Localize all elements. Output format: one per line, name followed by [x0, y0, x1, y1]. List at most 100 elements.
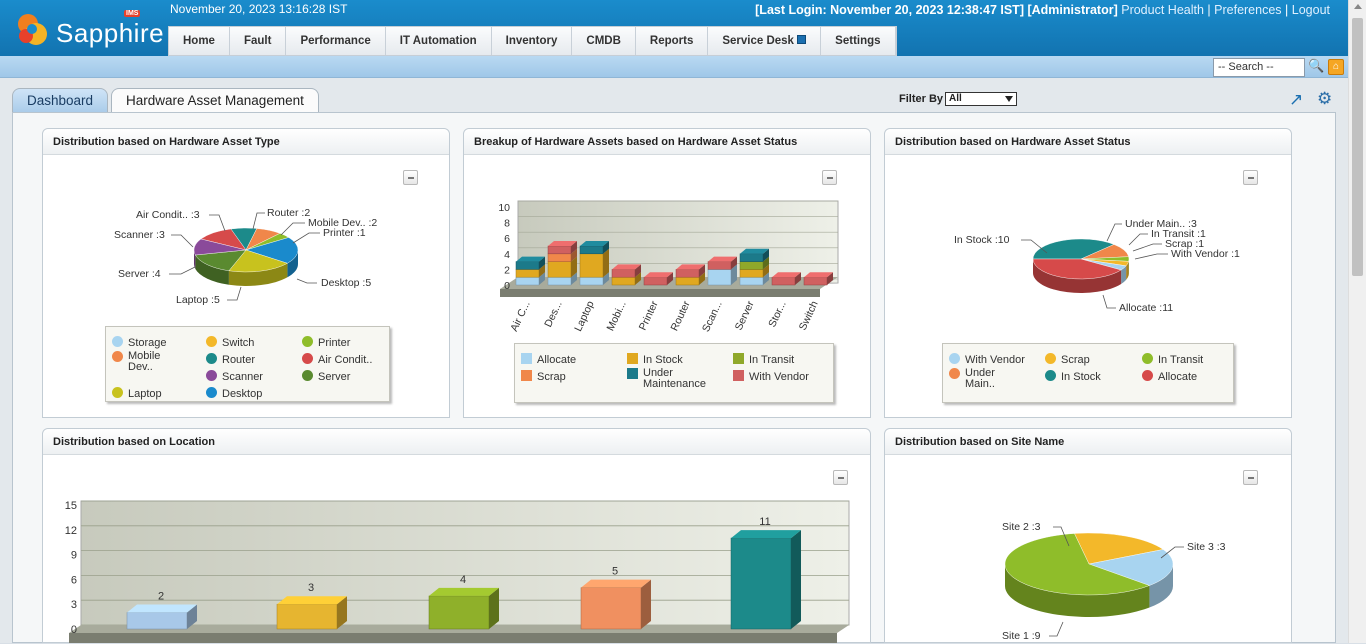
- stacked-bar-segment[interactable]: [580, 246, 603, 254]
- x-tick-label: Router: [669, 299, 693, 333]
- pie-label: Server :4: [118, 268, 161, 280]
- y-tick-label: 3: [71, 599, 77, 611]
- bar[interactable]: [127, 612, 187, 629]
- y-tick-label: 6: [504, 233, 510, 245]
- stacked-bar-segment[interactable]: [740, 269, 763, 277]
- menu-reports[interactable]: Reports: [636, 27, 708, 55]
- card-title: Distribution based on Location: [43, 429, 870, 455]
- stacked-bar-segment[interactable]: [516, 262, 539, 270]
- product-health-link[interactable]: Product Health: [1121, 3, 1204, 17]
- legend-label: Server: [318, 371, 350, 383]
- home-icon[interactable]: ⌂: [1328, 59, 1344, 75]
- tab-hardware-asset-management[interactable]: Hardware Asset Management: [111, 88, 319, 113]
- legend-item: Allocate: [521, 353, 576, 366]
- legend-swatch: [302, 336, 313, 347]
- external-link-icon: [797, 35, 806, 44]
- pie-label: In Stock :10: [954, 234, 1010, 246]
- card-site-name: Distribution based on Site Name Site 2 :…: [884, 428, 1292, 643]
- card-menu-icon[interactable]: [822, 170, 837, 185]
- stacked-bar-segment[interactable]: [708, 262, 731, 270]
- bar-top: [581, 580, 651, 588]
- bar-swatch-icon: [521, 353, 532, 364]
- scroll-thumb[interactable]: [1352, 18, 1363, 276]
- legend-item: Laptop: [112, 387, 162, 400]
- filter-select[interactable]: All: [945, 92, 1017, 106]
- legend-item: Scrap: [521, 370, 566, 383]
- y-tick-label: 10: [498, 202, 510, 214]
- stacked-bar-segment[interactable]: [676, 269, 699, 277]
- data-label: 11: [759, 516, 770, 528]
- menu-home[interactable]: Home: [169, 27, 230, 55]
- card-menu-icon[interactable]: [1243, 170, 1258, 185]
- stacked-bar-segment[interactable]: [644, 277, 667, 285]
- stacked-bar-segment[interactable]: [548, 254, 571, 262]
- stacked-bar-segment[interactable]: [516, 277, 539, 285]
- bar[interactable]: [277, 604, 337, 629]
- menu-inventory[interactable]: Inventory: [492, 27, 573, 55]
- vertical-scrollbar[interactable]: [1348, 0, 1366, 643]
- logout-link[interactable]: Logout: [1292, 3, 1330, 17]
- legend-item: In Stock: [627, 353, 683, 366]
- top-header: Sapphire IMS November 20, 2023 13:16:28 …: [0, 0, 1348, 56]
- stacked-bar-segment[interactable]: [612, 277, 635, 285]
- menu-settings[interactable]: Settings: [821, 27, 895, 55]
- x-tick-label: Des...: [542, 299, 564, 329]
- stacked-bar-segment[interactable]: [548, 246, 571, 254]
- filter-value: All: [949, 93, 962, 104]
- chart-base: [500, 289, 820, 297]
- legend-swatch: [1142, 353, 1153, 364]
- preferences-link[interactable]: Preferences: [1214, 3, 1281, 17]
- card-menu-icon[interactable]: [1243, 470, 1258, 485]
- logo-badge: IMS: [124, 10, 140, 17]
- stacked-bar-segment[interactable]: [612, 269, 635, 277]
- stacked-bar-segment[interactable]: [548, 262, 571, 278]
- menu-service-desk[interactable]: Service Desk: [708, 27, 821, 55]
- stacked-bar-segment[interactable]: [740, 262, 763, 270]
- stacked-bar-segment[interactable]: [580, 254, 603, 277]
- legend-label: Scrap: [537, 371, 566, 383]
- scroll-up-icon[interactable]: [1354, 4, 1362, 9]
- legend-label: Under Main..: [965, 368, 1005, 390]
- stacked-bar-segment[interactable]: [676, 277, 699, 285]
- stacked-bar-segment[interactable]: [580, 277, 603, 285]
- legend-item: In Transit: [733, 353, 794, 366]
- bar[interactable]: [731, 538, 791, 629]
- legend-swatch: [1045, 370, 1056, 381]
- sapphire-logo[interactable]: Sapphire IMS: [14, 8, 164, 52]
- stacked-bar-segment[interactable]: [548, 277, 571, 285]
- popout-icon[interactable]: ↗: [1289, 90, 1309, 108]
- bar-top: [731, 530, 801, 538]
- x-tick-label: Server: [733, 299, 757, 333]
- stacked-bar-segment[interactable]: [772, 277, 795, 285]
- menu-cmdb[interactable]: CMDB: [572, 27, 636, 55]
- stacked-bar-segment[interactable]: [708, 269, 731, 285]
- stacked-bar-segment[interactable]: [804, 277, 827, 285]
- bar-swatch-icon: [627, 353, 638, 364]
- menu-it-automation[interactable]: IT Automation: [386, 27, 492, 55]
- pie-label: With Vendor :1: [1171, 248, 1240, 260]
- card-title: Distribution based on Hardware Asset Typ…: [43, 129, 449, 155]
- gear-icon[interactable]: ⚙: [1317, 89, 1337, 109]
- pie-label: Site 1 :9: [1002, 630, 1041, 642]
- stacked-bar-segment[interactable]: [740, 254, 763, 262]
- card-title: Distribution based on Hardware Asset Sta…: [885, 129, 1291, 155]
- legend-swatch: [949, 353, 960, 364]
- menu-fault[interactable]: Fault: [230, 27, 286, 55]
- legend-item: Under Main..: [949, 368, 1039, 390]
- card-menu-icon[interactable]: [833, 470, 848, 485]
- stacked-bar-segment[interactable]: [516, 269, 539, 277]
- y-tick-label: 8: [504, 218, 510, 230]
- legend-label: In Stock: [1061, 371, 1101, 383]
- menu-performance[interactable]: Performance: [286, 27, 385, 55]
- legend-swatch: [302, 353, 313, 364]
- stacked-bar-segment[interactable]: [740, 277, 763, 285]
- search-icon[interactable]: 🔍: [1308, 58, 1324, 74]
- bar[interactable]: [429, 596, 489, 629]
- search-input[interactable]: -- Search --: [1213, 58, 1305, 77]
- card-menu-icon[interactable]: [403, 170, 418, 185]
- bar-top: [127, 604, 197, 612]
- legend-label: Under Maintenance: [643, 368, 713, 390]
- bar[interactable]: [581, 588, 641, 629]
- data-label: 5: [612, 566, 618, 578]
- tab-dashboard[interactable]: Dashboard: [12, 88, 108, 113]
